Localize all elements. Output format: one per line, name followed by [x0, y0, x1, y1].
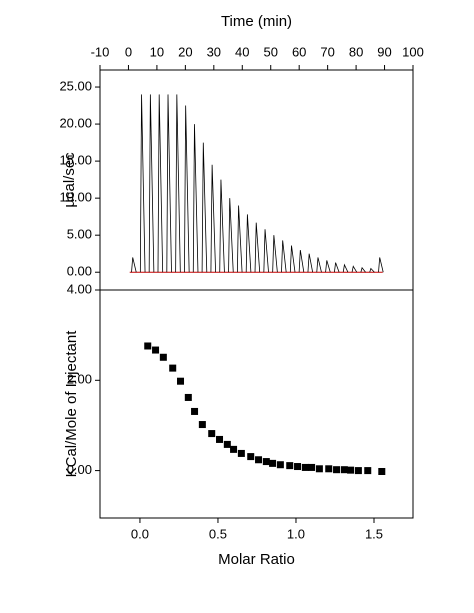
peak [351, 265, 358, 273]
peak [236, 205, 243, 273]
point [294, 463, 302, 471]
point [333, 466, 341, 474]
point [230, 445, 238, 453]
peak [219, 179, 225, 273]
point [255, 456, 263, 464]
point [208, 430, 216, 438]
peak [378, 257, 384, 273]
point [269, 459, 277, 467]
peak [334, 262, 340, 273]
peak [254, 222, 261, 273]
y-tick-label: 10.00 [59, 190, 92, 205]
peak [192, 124, 199, 273]
y-tick-label: 15.00 [59, 153, 92, 168]
point [144, 342, 152, 350]
plot-frame [99, 289, 414, 519]
point [378, 467, 386, 475]
x-tick-label: 80 [349, 44, 363, 59]
peak [281, 240, 287, 273]
point [198, 421, 206, 429]
y-tick-label: 5.00 [67, 227, 92, 242]
peak [316, 257, 322, 273]
x-tick-label: 40 [235, 44, 249, 59]
plot-frame [99, 69, 414, 291]
point [276, 461, 284, 469]
y-axis-label: µcal/sec [61, 152, 78, 208]
peak [175, 94, 181, 273]
peak [342, 263, 349, 273]
x-tick-label: 0.5 [209, 526, 227, 541]
peak [263, 229, 269, 273]
x-tick-label: 0 [125, 44, 132, 59]
x-tick-label: 1.0 [287, 526, 305, 541]
peak [184, 105, 190, 273]
peak [289, 245, 296, 273]
point [247, 453, 255, 461]
point [237, 449, 245, 457]
point [169, 364, 177, 372]
peak [210, 164, 217, 273]
x-tick-label: 20 [178, 44, 192, 59]
y-tick-label: 4.00 [67, 281, 92, 296]
x-axis-label: Molar Ratio [218, 551, 295, 568]
point [315, 465, 323, 473]
point [286, 462, 294, 470]
x-tick-label: 100 [402, 44, 424, 59]
point [191, 407, 199, 415]
peak [369, 267, 375, 273]
x-tick-label: 90 [377, 44, 391, 59]
x-tick-label: -10 [91, 44, 110, 59]
peak [245, 214, 252, 273]
point [223, 440, 231, 448]
point [216, 435, 224, 443]
peak [228, 198, 234, 273]
x-tick-label: 1.5 [365, 526, 383, 541]
peak [201, 142, 208, 273]
point [262, 458, 270, 466]
x-tick-label: 50 [263, 44, 277, 59]
y-tick-label: 0.00 [67, 264, 92, 279]
peak [148, 94, 155, 273]
peak [298, 249, 305, 273]
point [364, 467, 372, 475]
point [354, 467, 362, 475]
y-tick-label: 20.00 [59, 116, 92, 131]
peak [131, 257, 137, 273]
peak [166, 94, 172, 273]
point [308, 463, 316, 471]
y-tick-label: 25.00 [59, 78, 92, 93]
peak [307, 253, 314, 273]
peak [360, 266, 366, 273]
x-tick-label: 70 [320, 44, 334, 59]
y-tick-label: 0.00 [67, 462, 92, 477]
point [325, 465, 333, 473]
x-tick-label: 10 [150, 44, 164, 59]
point [159, 353, 167, 361]
point [177, 377, 185, 385]
point [184, 393, 192, 401]
x-tick-label: 0.0 [131, 526, 149, 541]
point [340, 466, 348, 474]
y-tick-label: 2.00 [67, 372, 92, 387]
peak [272, 235, 278, 273]
point [152, 346, 160, 354]
x-axis-label: Time (min) [221, 13, 292, 30]
peak [325, 260, 331, 273]
x-tick-label: 60 [292, 44, 306, 59]
peak [139, 94, 146, 273]
x-tick-label: 30 [207, 44, 221, 59]
peak [157, 94, 164, 273]
point [301, 463, 309, 471]
y-axis-label: KCal/Mole of Injectant [63, 330, 80, 478]
point [347, 466, 355, 474]
